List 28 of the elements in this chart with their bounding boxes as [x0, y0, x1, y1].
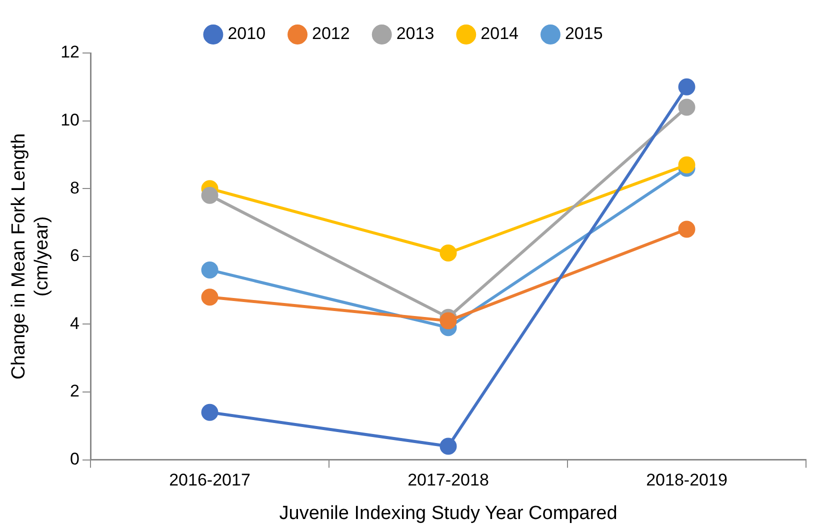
x-tick-label: 2017-2018	[408, 470, 489, 490]
legend-label: 2015	[564, 24, 603, 44]
legend-label: 2010	[228, 24, 266, 44]
y-tick-label: 4	[70, 314, 80, 333]
point	[201, 288, 218, 306]
point	[678, 156, 696, 174]
point	[678, 98, 696, 116]
point	[440, 244, 457, 262]
legend-label: 2013	[396, 24, 434, 44]
y-tick-label: 6	[70, 246, 80, 266]
point	[201, 186, 218, 204]
point	[440, 312, 457, 330]
point	[678, 220, 696, 238]
y-tick-label: 2	[70, 382, 80, 401]
x-tick-label: 2016-2017	[169, 470, 250, 490]
y-tick-label: 10	[60, 110, 80, 130]
point	[440, 438, 457, 455]
y-tick-label: 12	[60, 42, 80, 62]
point	[201, 404, 218, 421]
x-axis-title: Juvenile Indexing Study Year Compared	[279, 502, 618, 524]
legend-label: 2014	[480, 24, 518, 44]
y-tick-label: 0	[70, 449, 80, 468]
x-tick-label: 2018-2019	[646, 470, 728, 490]
legend-label: 2012	[312, 24, 350, 44]
y-tick-label: 8	[70, 178, 80, 198]
point	[201, 261, 218, 278]
point	[678, 78, 696, 96]
y-axis-title: Change in Mean Fork Length (cm/year)	[8, 133, 52, 380]
